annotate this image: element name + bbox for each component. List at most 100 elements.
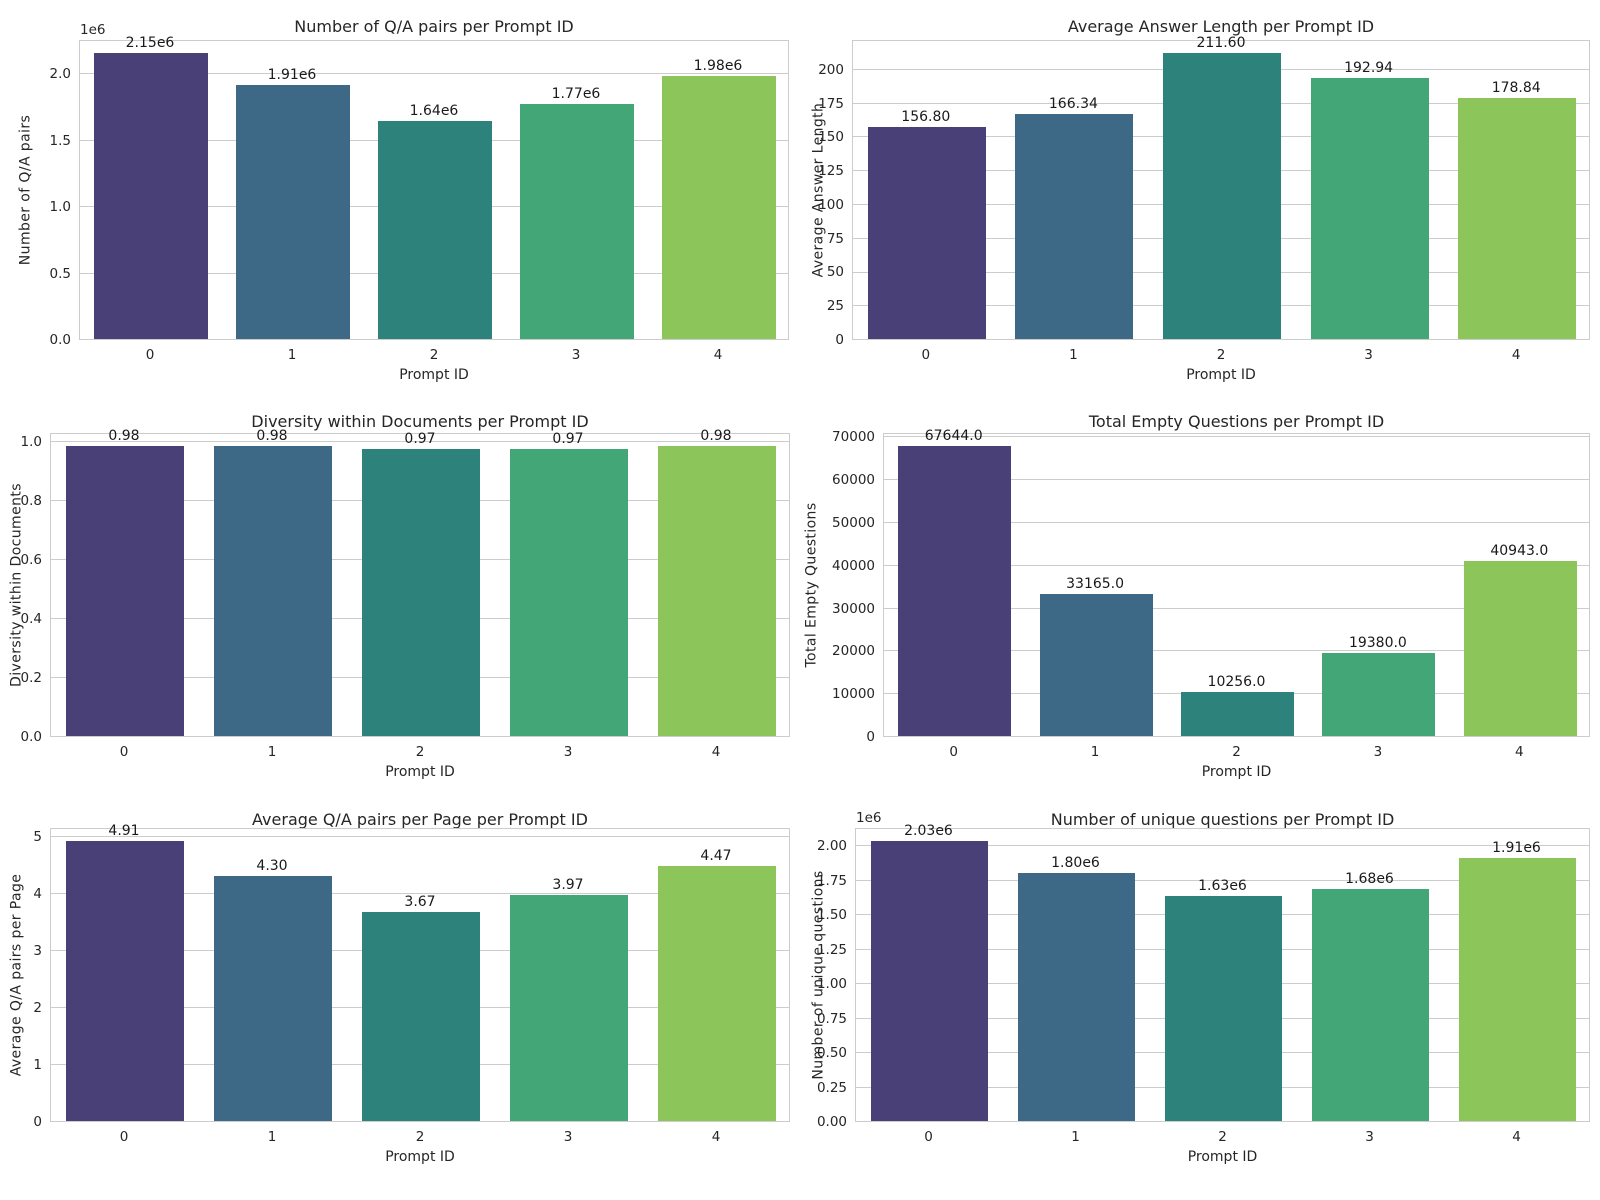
bar-value-label: 40943.0 — [1490, 542, 1549, 559]
y-tick-label: 1.00 — [816, 976, 847, 993]
x-tick-label: 0 — [119, 744, 129, 760]
bar-prompt-4 — [657, 446, 777, 736]
x-tick-label: 2 — [1218, 1129, 1227, 1145]
y-tick-label: 1.25 — [816, 941, 847, 958]
y-tick-label: 0.4 — [20, 610, 42, 627]
y-tick-label: 25 — [826, 298, 844, 315]
chart-title: Average Q/A pairs per Page per Prompt ID — [252, 810, 588, 829]
x-tick-label: 1 — [267, 1129, 277, 1145]
bar-value-label: 0.97 — [404, 431, 436, 448]
chart-title: Average Answer Length per Prompt ID — [1067, 17, 1375, 36]
x-tick-label: 3 — [1373, 744, 1383, 760]
y-tick-label: 0.0 — [49, 332, 71, 348]
y-tick-label: 10000 — [832, 686, 875, 703]
y-tick-label: 0.5 — [49, 265, 71, 282]
bar-prompt-4 — [1458, 97, 1577, 339]
y-tick-label: 3 — [33, 942, 42, 959]
bar-prompt-1 — [1039, 594, 1153, 736]
bar-value-label: 19380.0 — [1348, 635, 1407, 652]
x-tick-label: 1 — [267, 744, 277, 760]
bar-value-label: 1.64e6 — [409, 103, 459, 120]
y-tick-label: 0.00 — [816, 1114, 847, 1130]
bar-value-label: 4.47 — [700, 848, 732, 865]
y-tick-label: 150 — [818, 129, 844, 146]
bar-value-label: 211.60 — [1196, 35, 1246, 52]
y-tick-label: 20000 — [832, 643, 875, 660]
x-tick-label: 4 — [1511, 347, 1521, 363]
axes-area — [855, 828, 1590, 1122]
bar-value-label: 192.94 — [1344, 60, 1394, 77]
y-tick-label: 0.6 — [20, 551, 42, 568]
x-tick-label: 1 — [1071, 1129, 1080, 1145]
y-tick-label: 40000 — [832, 557, 875, 574]
bar-prompt-2 — [378, 121, 492, 339]
bar-value-label: 1.77e6 — [551, 85, 601, 102]
chart-title: Number of unique questions per Prompt ID — [1050, 810, 1395, 829]
x-tick-label: 0 — [145, 347, 155, 363]
bar-prompt-3 — [520, 103, 634, 339]
gridline — [856, 879, 1589, 881]
gridline — [884, 607, 1589, 609]
y-tick-label: 0.8 — [20, 492, 42, 509]
bar-value-label: 156.80 — [901, 109, 951, 126]
bar-prompt-2 — [1180, 692, 1295, 736]
y-tick-label: 1.50 — [816, 907, 847, 924]
bar-prompt-0 — [867, 127, 986, 339]
bar-prompt-0 — [870, 841, 989, 1121]
bar-value-label: 1.98e6 — [693, 57, 743, 74]
x-axis-label: Prompt ID — [1201, 764, 1272, 780]
y-axis-label: Diversity within Documents — [8, 483, 25, 687]
y-tick-label: 2 — [33, 999, 42, 1016]
x-tick-label: 1 — [1090, 744, 1100, 760]
bar-prompt-4 — [657, 866, 777, 1121]
bar-value-label: 4.30 — [256, 857, 288, 874]
gridline — [856, 845, 1589, 847]
gridline — [884, 564, 1589, 566]
x-tick-label: 3 — [563, 744, 573, 760]
bar-prompt-3 — [1311, 889, 1430, 1121]
gridline — [51, 892, 789, 894]
axes-area — [852, 40, 1590, 340]
bar-prompt-0 — [65, 446, 185, 736]
axis-offset-text: 1e6 — [856, 810, 882, 826]
bar-prompt-1 — [1017, 872, 1136, 1121]
chart-panel-qa-per-page: Average Q/A pairs per Page per Prompt ID… — [0, 800, 800, 1200]
y-tick-label: 0.0 — [20, 729, 42, 745]
x-tick-label: 3 — [571, 347, 581, 363]
bar-value-label: 0.98 — [256, 428, 288, 445]
bar-value-label: 0.97 — [552, 431, 584, 448]
bar-prompt-4 — [1463, 560, 1577, 736]
chart-panel-empty-questions: Total Empty Questions per Prompt ID 0 1000… — [800, 400, 1600, 800]
bar-value-label: 2.03e6 — [904, 823, 953, 839]
y-tick-label: 5 — [33, 828, 42, 845]
bar-value-label: 0.98 — [700, 428, 732, 445]
x-tick-label: 4 — [711, 744, 721, 760]
chart-panel-unique-questions: Number of unique questions per Prompt ID… — [800, 800, 1600, 1200]
bar-prompt-3 — [1310, 78, 1429, 339]
gridline — [51, 835, 789, 837]
y-tick-label: 0.50 — [816, 1045, 847, 1062]
bar-prompt-0 — [94, 53, 208, 339]
x-tick-label: 4 — [1512, 1129, 1521, 1145]
y-tick-label: 1.0 — [20, 433, 42, 450]
chart-title: Number of Q/A pairs per Prompt ID — [294, 17, 574, 36]
y-tick-label: 75 — [826, 230, 844, 247]
chart-panel-diversity: Diversity within Documents per Prompt ID… — [0, 400, 800, 800]
axes-area — [883, 433, 1590, 737]
bar-value-label: 3.67 — [404, 893, 436, 910]
bar-prompt-2 — [1164, 896, 1283, 1121]
x-tick-label: 4 — [1514, 744, 1524, 760]
bar-value-label: 1.80e6 — [1051, 854, 1100, 871]
y-tick-label: 1.0 — [49, 199, 71, 216]
bar-prompt-3 — [509, 894, 629, 1121]
bar-prompt-0 — [65, 841, 185, 1121]
y-tick-label: 0.25 — [816, 1079, 847, 1096]
axes-area — [50, 433, 790, 737]
bar-value-label: 178.84 — [1491, 79, 1541, 96]
axes-area — [79, 40, 789, 340]
x-tick-label: 2 — [415, 1129, 425, 1145]
y-tick-label: 0.75 — [816, 1010, 847, 1027]
x-tick-label: 1 — [1069, 347, 1078, 363]
y-tick-label: 2.0 — [49, 66, 71, 83]
